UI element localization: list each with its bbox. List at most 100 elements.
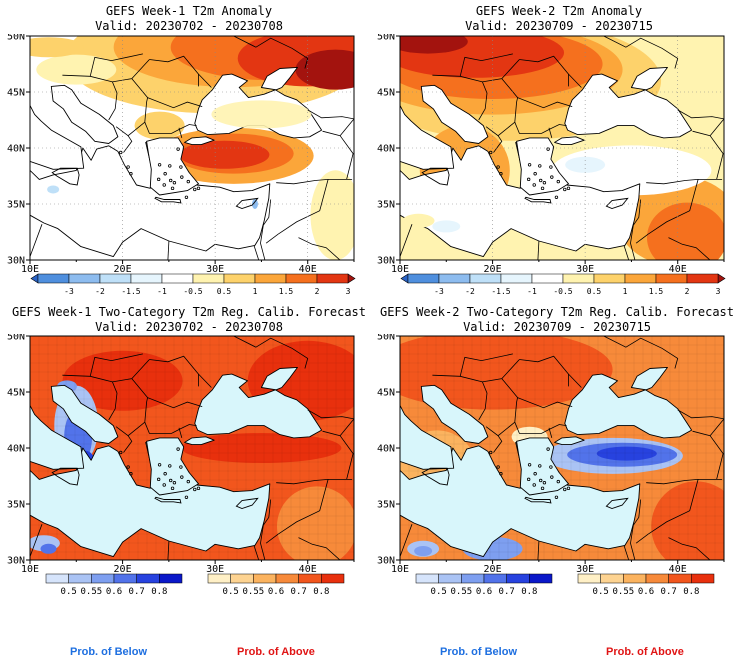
lat-tick-label: 50N xyxy=(7,334,25,343)
colorbar-swatch xyxy=(645,573,669,584)
colorbar-swatch xyxy=(624,273,657,284)
lon-tick-label: 20E xyxy=(484,564,502,572)
anomaly-colorbar-week2: -3 -2 -1.5 -1 -0.5 0.5 1 1.5 2 3 xyxy=(400,273,726,297)
lat-tick-label: 30N xyxy=(7,256,25,267)
colorbar-label: 0.55 xyxy=(80,587,102,597)
colorbar-swatch xyxy=(407,273,440,284)
lat-tick-label: 30N xyxy=(7,556,25,567)
lon-tick-label: 10E xyxy=(21,264,39,272)
lat-tick-label: 50N xyxy=(377,34,395,43)
colorbar-label: 0.55 xyxy=(450,587,472,597)
colorbar-swatch xyxy=(531,273,564,284)
colorbar-label: 3 xyxy=(716,287,721,296)
lon-tick-label: 20E xyxy=(114,564,132,572)
colorbar-label: 0.7 xyxy=(499,587,515,597)
colorbar-swatch xyxy=(161,273,194,284)
lat-tick-label: 35N xyxy=(377,500,395,511)
colorbar-label: 0.5 xyxy=(431,587,447,597)
colorbar-swatch xyxy=(321,573,345,584)
colorbar-label: -0.5 xyxy=(183,287,202,296)
colorbar-swatch xyxy=(600,573,624,584)
colorbar-label: 0.6 xyxy=(476,587,492,597)
prob-above-colorbar-week1: 0.5 0.55 0.6 0.7 0.8 xyxy=(206,573,346,597)
lat-tick-label: 40N xyxy=(377,144,395,155)
lat-tick-label: 40N xyxy=(7,444,25,455)
colorbar-swatch xyxy=(253,573,277,584)
colorbar-swatch xyxy=(113,573,137,584)
colorbar-label: -2 xyxy=(465,287,475,296)
lat-tick-label: 35N xyxy=(7,500,25,511)
lat-tick-label: 40N xyxy=(7,144,25,155)
colorbar-swatch xyxy=(91,573,115,584)
colorbar-swatch xyxy=(469,273,502,284)
prob-above-label-2: Prob. of Above xyxy=(606,646,684,658)
colorbar-swatch xyxy=(230,573,254,584)
colorbar-swatch xyxy=(45,573,69,584)
map-week1-probability: 50N 45N 40N 35N 30N 10E 20E 30E 40E xyxy=(0,334,370,572)
prob-below-colorbar-week1: 0.5 0.55 0.6 0.7 0.8 xyxy=(44,573,184,597)
colorbar-label: 0.55 xyxy=(612,587,634,597)
colorbar-label: 0.8 xyxy=(521,587,537,597)
lat-tick-label: 45N xyxy=(7,88,25,99)
colorbar-swatch xyxy=(298,573,322,584)
lat-tick-label: 35N xyxy=(7,200,25,211)
colorbar-label: 1 xyxy=(253,287,258,296)
colorbar-swatch xyxy=(159,573,183,584)
prob-above-colorbar-week2: 0.5 0.55 0.6 0.7 0.8 xyxy=(576,573,716,597)
colorbar-label: 0.6 xyxy=(638,587,654,597)
colorbar-swatch xyxy=(438,573,462,584)
colorbar-label: 0.5 xyxy=(217,287,232,296)
colorbar-label: 1.5 xyxy=(649,287,664,296)
colorbar-swatch xyxy=(686,273,719,284)
colorbar-swatch xyxy=(691,573,715,584)
colorbar-swatch xyxy=(668,573,692,584)
lat-tick-label: 45N xyxy=(377,388,395,399)
colorbar-label: -2 xyxy=(95,287,105,296)
colorbar-label: 0.5 xyxy=(223,587,239,597)
colorbar-label: 1 xyxy=(623,287,628,296)
colorbar-swatch xyxy=(483,573,507,584)
colorbar-swatch xyxy=(316,273,349,284)
lat-tick-label: 30N xyxy=(377,556,395,567)
colorbar-swatch xyxy=(500,273,533,284)
colorbar-label: 1.5 xyxy=(279,287,294,296)
lon-tick-label: 40E xyxy=(299,564,317,572)
lat-tick-label: 50N xyxy=(377,334,395,343)
colorbar-label: 0.7 xyxy=(129,587,145,597)
colorbar-swatch xyxy=(99,273,132,284)
lat-tick-label: 40N xyxy=(377,444,395,455)
lon-tick-label: 40E xyxy=(669,264,687,272)
colorbar-swatch xyxy=(655,273,688,284)
colorbar-swatch xyxy=(37,273,70,284)
colorbar-swatch xyxy=(562,273,595,284)
colorbar-label: 0.8 xyxy=(151,587,167,597)
colorbar-swatch xyxy=(192,273,225,284)
map-week1-anomaly: 50N 45N 40N 35N 30N 10E 20E 30E 40E xyxy=(0,34,370,272)
colorbar-swatch xyxy=(506,573,530,584)
map-week2-probability: 50N 45N 40N 35N 30N 10E 20E 30E 40E xyxy=(370,334,740,572)
colorbar-swatch xyxy=(593,273,626,284)
lon-tick-label: 30E xyxy=(206,264,224,272)
lon-tick-label: 30E xyxy=(576,564,594,572)
map3-title: GEFS Week-1 Two-Category T2m Reg. Calib.… xyxy=(11,305,366,334)
lon-tick-label: 40E xyxy=(299,264,317,272)
colorbar-label: 0.55 xyxy=(242,587,264,597)
colorbar-label: 0.7 xyxy=(291,587,307,597)
colorbar-swatch xyxy=(207,573,231,584)
lon-tick-label: 30E xyxy=(206,564,224,572)
colorbar-label: 2 xyxy=(315,287,320,296)
colorbar-label: 0.6 xyxy=(106,587,122,597)
colorbar-swatch xyxy=(130,273,163,284)
lon-tick-label: 10E xyxy=(391,564,409,572)
lon-tick-label: 20E xyxy=(114,264,132,272)
colorbar-label: -0.5 xyxy=(553,287,572,296)
colorbar-swatch xyxy=(68,573,92,584)
lat-tick-label: 30N xyxy=(377,256,395,267)
colorbar-swatch xyxy=(623,573,647,584)
colorbar-swatch xyxy=(285,273,318,284)
colorbar-label: 0.5 xyxy=(587,287,602,296)
lat-tick-label: 35N xyxy=(377,200,395,211)
colorbar-swatch xyxy=(254,273,287,284)
colorbar-label: 0.5 xyxy=(61,587,77,597)
colorbar-label: -1.5 xyxy=(121,287,140,296)
